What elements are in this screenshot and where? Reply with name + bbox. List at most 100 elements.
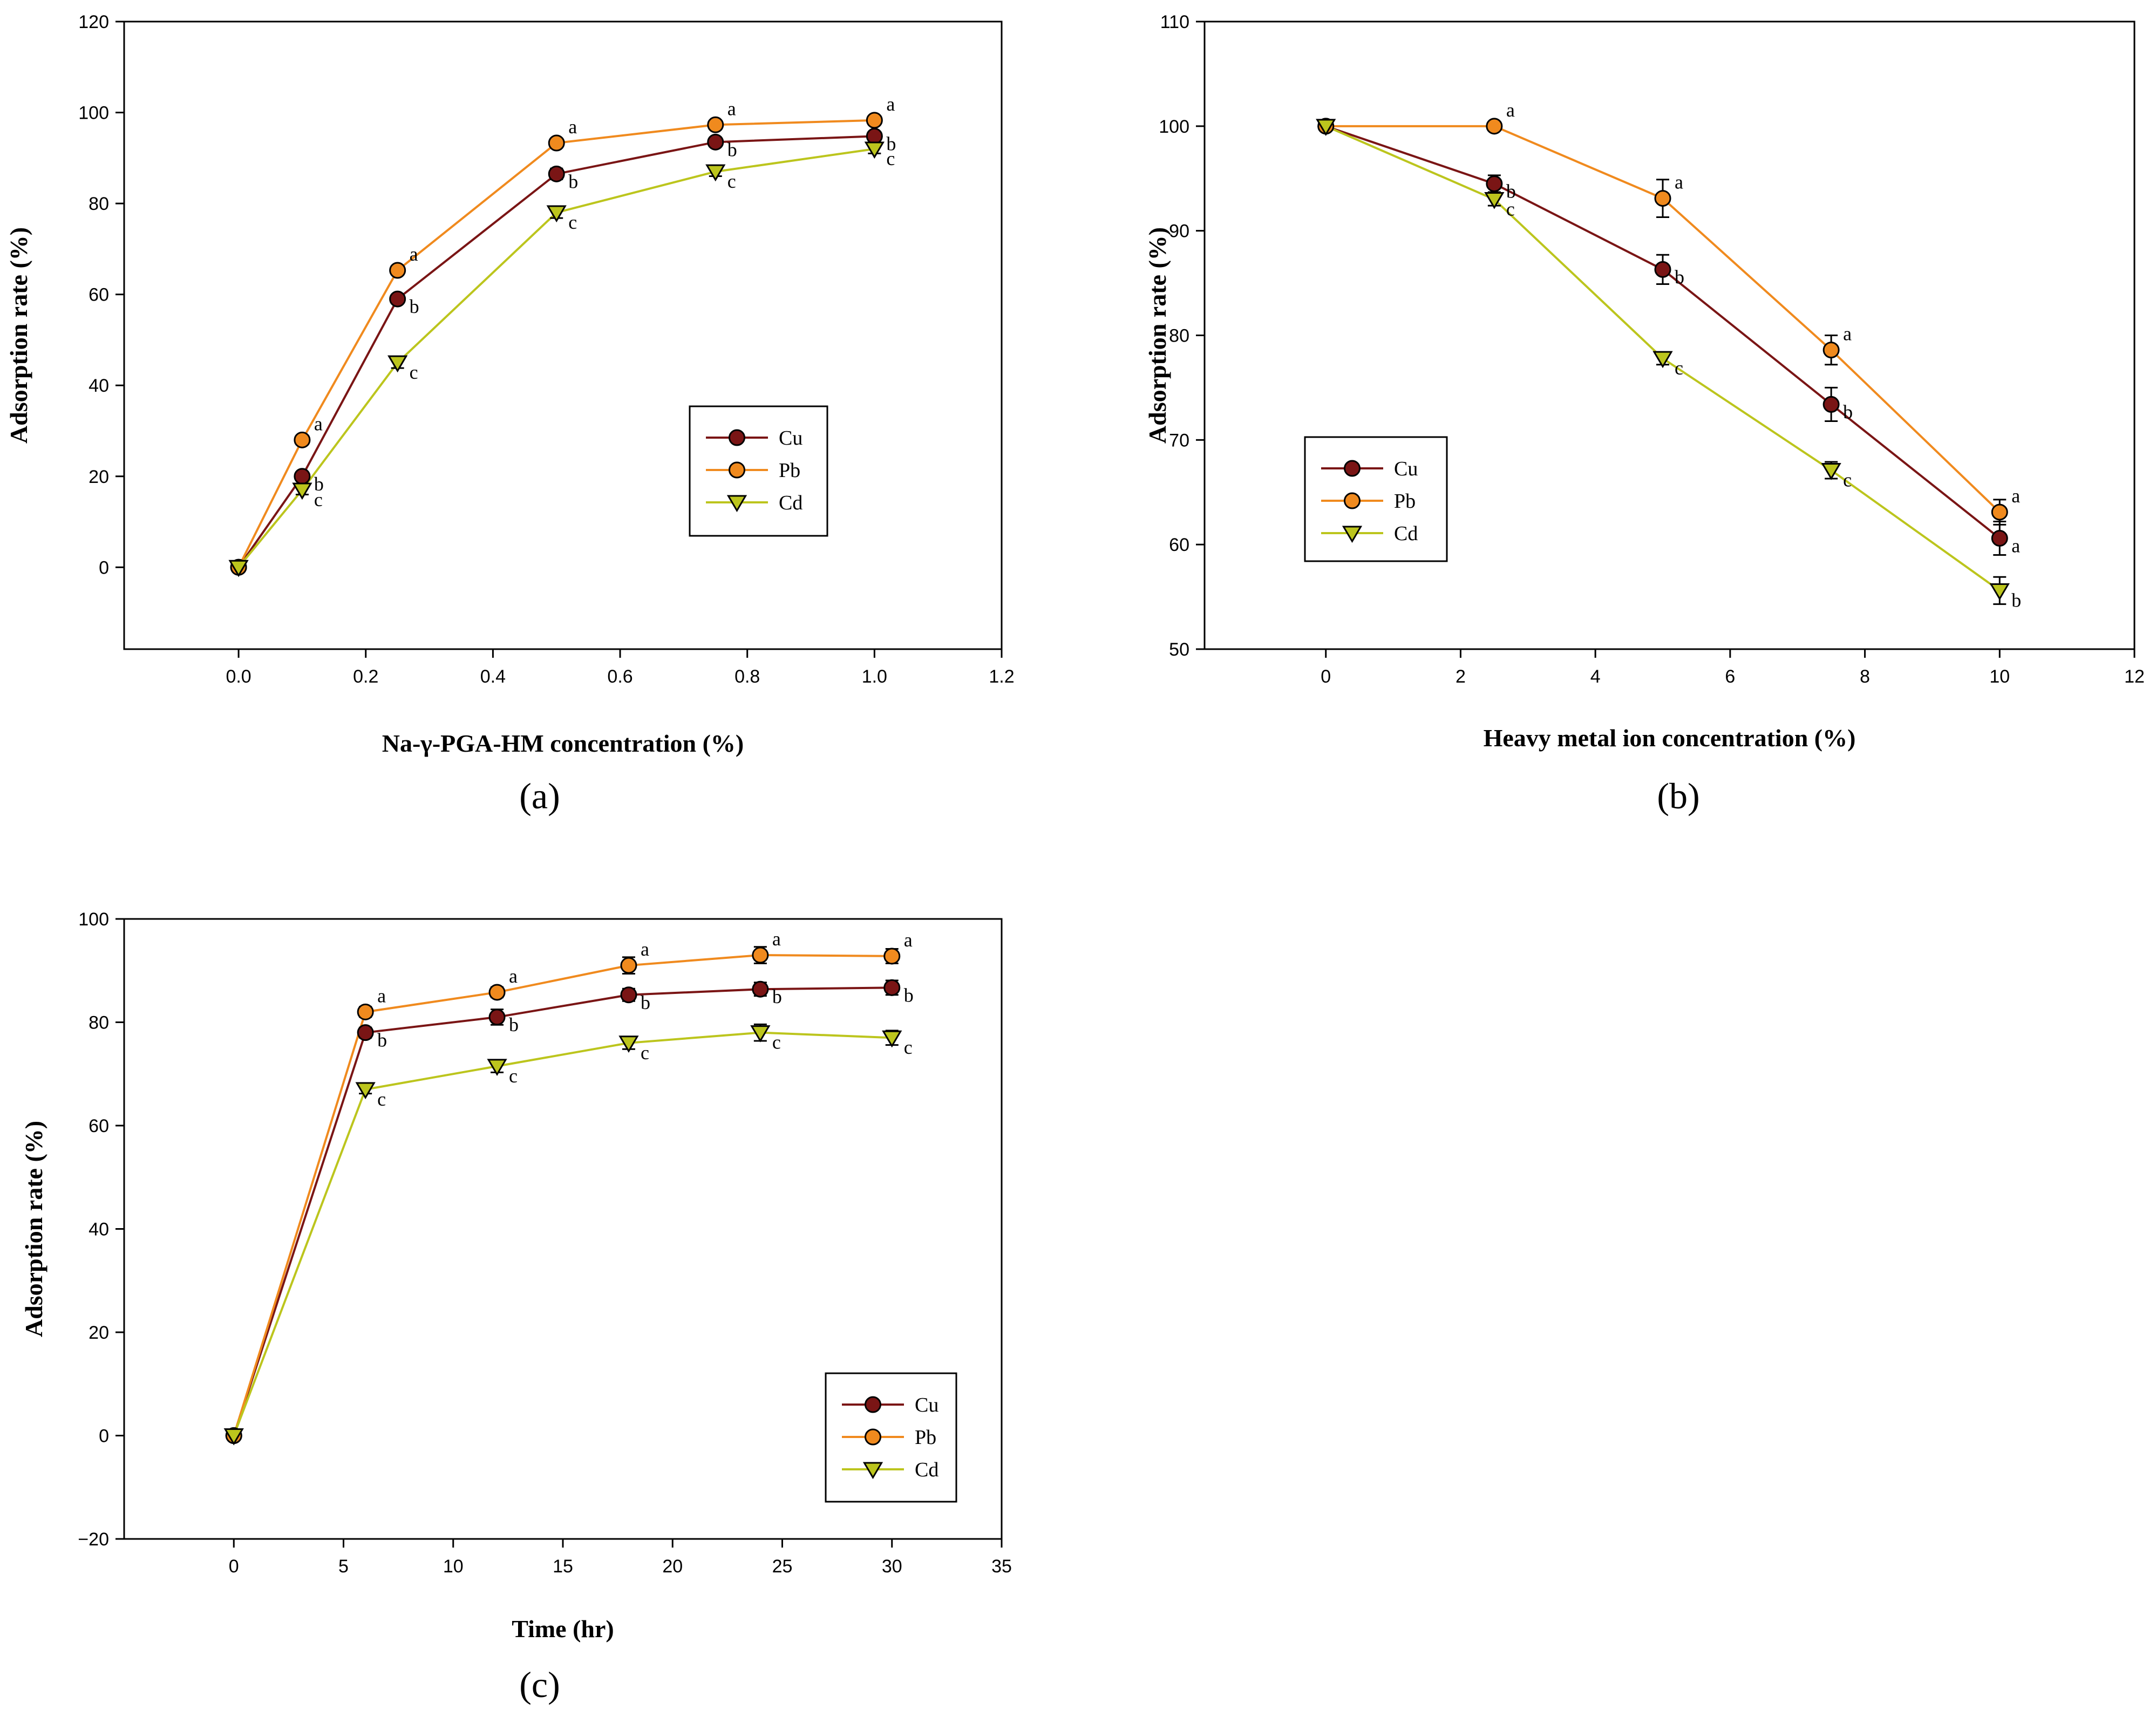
panel-b-chart: 0 2 4 6 8 10 12 50 60 70 80 90 100 110 Heavy metal ion… [1144,12,2145,752]
data-point-pb [1486,118,1503,135]
data-point-cu [1654,261,1671,278]
data-point-cd [1821,463,1841,480]
data-point-pb [866,112,883,129]
y-tick-label: 80 [89,194,109,214]
significance-label: b [772,986,782,1007]
significance-label: b [1843,401,1853,423]
data-point-cd [292,482,312,500]
legend-box [1304,436,1448,562]
y-tick-label: 100 [78,909,109,930]
x-tick-label: 1.0 [862,666,887,687]
significance-label: c [641,1042,649,1064]
significance-label: c [568,212,577,233]
data-point-cu [488,1009,506,1026]
data-point-cu [389,290,406,308]
x-tick-label: 4 [1590,666,1601,687]
x-tick-label: 0 [1321,666,1331,687]
data-point-cu [752,980,769,998]
significance-label: b [410,296,419,317]
y-tick-label: 60 [1169,535,1189,555]
significance-label: a [1506,99,1515,121]
y-tick-label: 0 [99,1426,109,1447]
significance-label: c [410,362,418,383]
x-tick-label: 0.4 [480,666,506,687]
legend-label-cd: Cd [915,1459,938,1481]
x-tick-label: 10 [443,1556,464,1577]
significance-label: b [314,473,324,495]
significance-label: a [904,929,913,951]
data-point-cd [228,560,249,577]
significance-label: c [314,489,323,510]
significance-label: b [886,133,896,154]
legend-marker-cu [865,1396,881,1413]
x-tick-label: 5 [338,1556,349,1577]
significance-label: c [1843,469,1852,491]
x-tick-label: 30 [882,1556,902,1577]
data-point-pb [707,116,724,133]
series-line-pb [233,954,892,1436]
legend-marker-cd [726,495,747,513]
y-axis-title: Adsorption rate (%) [20,1121,47,1337]
data-point-pb [1654,190,1671,207]
significance-label: b [641,992,650,1013]
x-tick-label: 10 [1989,666,2010,687]
significance-label: c [727,171,736,192]
series-line-cd [237,147,875,568]
legend-marker-pb [729,461,745,479]
data-point-pb [883,948,901,965]
significance-label: a [1675,172,1683,193]
significance-label: a [886,93,895,115]
x-tick-label: 25 [772,1556,793,1577]
y-tick-label: 80 [1169,326,1189,346]
significance-label: a [2011,535,2020,557]
data-point-cu [1991,530,2008,547]
legend-label-cu: Cu [779,427,802,449]
panel-c-chart: 0 5 10 15 20 25 30 35 −20 0 20 40 60 80 100 Time (hr) Ad… [20,909,1012,1643]
legend-label-pb: Pb [779,459,800,482]
data-point-cd [1316,119,1336,136]
significance-label: c [1675,357,1683,379]
data-point-cd [355,1082,376,1100]
significance-label: c [772,1032,781,1053]
panel-label-a: (a) [519,775,560,816]
x-axis-title: Time (hr) [512,1615,614,1643]
panel-a-chart: 0.0 0.2 0.4 0.6 0.8 1.0 1.2 0 20 40 60 80 100 120 Na-γ… [5,12,1015,757]
data-point-cu [883,979,901,996]
y-tick-label: 20 [89,1323,109,1343]
significance-label: a [568,116,577,138]
significance-label: a [377,985,386,1006]
data-point-cu [620,986,637,1004]
legend-marker-pb [865,1428,881,1446]
significance-label: a [410,243,418,265]
data-point-cu [548,165,565,182]
significance-label: b [509,1014,519,1035]
legend-label-cu: Cu [1394,458,1418,480]
data-point-pb [357,1003,374,1020]
panel-label-c: (c) [519,1664,560,1705]
y-tick-label: 60 [89,285,109,305]
series-line-cu [237,135,875,568]
data-point-cd [223,1428,244,1446]
legend-label-pb: Pb [1394,490,1416,513]
significance-label: b [1675,266,1684,288]
y-tick-label: 60 [89,1116,109,1136]
data-point-cd [1484,192,1505,209]
data-point-cd [750,1025,771,1043]
data-point-pb [752,946,769,964]
x-tick-label: 6 [1725,666,1735,687]
y-tick-label: 40 [89,1219,109,1240]
series-line-cu [233,986,892,1436]
significance-label: b [568,171,578,192]
significance-label: a [1843,323,1852,345]
legend-marker-cd [862,1462,883,1480]
significance-label: c [509,1065,518,1087]
x-tick-label: 8 [1860,666,1870,687]
data-point-pb [488,984,506,1001]
data-point-pb [548,134,565,152]
y-tick-label: 40 [89,376,109,396]
y-tick-label: 90 [1169,221,1189,242]
y-tick-label: 120 [78,12,109,32]
x-tick-label: 0.2 [353,666,378,687]
y-tick-label: 100 [1159,117,1189,137]
legend-marker-cu [1344,460,1361,477]
